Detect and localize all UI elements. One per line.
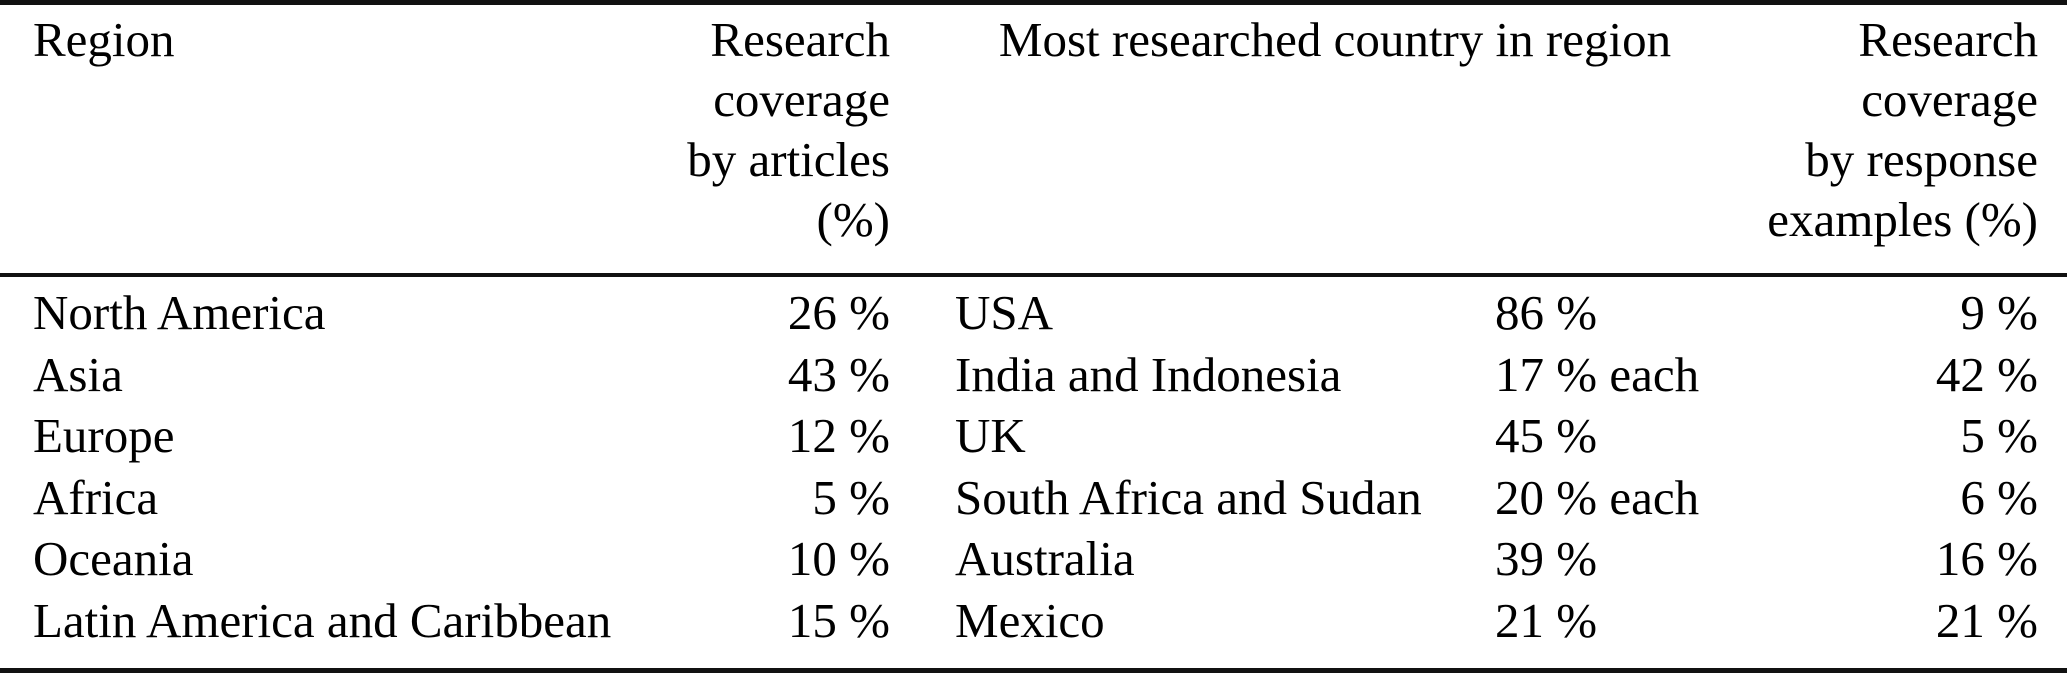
examples-coverage-cell: 6 %: [1960, 469, 2038, 525]
country-cell: UK: [955, 408, 1026, 463]
column-header-most-researched-country: Most researched country in region: [998, 12, 1672, 67]
country-cell: South Africa and Sudan: [955, 469, 1422, 525]
region-cell: Europe: [33, 408, 175, 463]
articles-coverage-cell: 43 %: [787, 346, 890, 402]
articles-coverage-cell: 12 %: [787, 408, 890, 463]
region-cell: Oceania: [33, 531, 194, 586]
country-share-cell: 20 % each: [1495, 469, 1700, 525]
examples-coverage-cell: 21 %: [1935, 592, 2038, 648]
header-line: (%): [816, 192, 890, 247]
table-header-rule: [0, 273, 2067, 277]
header-line: Research: [710, 12, 890, 67]
header-line: examples (%): [1767, 192, 2038, 247]
country-cell: India and Indonesia: [955, 346, 1342, 402]
table-row: Oceania 10 % Australia 39 % 16 %: [33, 528, 2038, 590]
header-line: Research: [1858, 12, 2038, 67]
table-row: North America 26 % USA 86 % 9 %: [33, 282, 2038, 344]
header-line: by response: [1805, 132, 2038, 187]
region-cell: Asia: [33, 346, 123, 402]
table-bottom-rule: [0, 668, 2067, 673]
articles-coverage-cell: 26 %: [787, 285, 890, 340]
table-row: Asia 43 % India and Indonesia 17 % each …: [33, 344, 2038, 406]
country-share-cell: 45 %: [1495, 408, 1598, 463]
country-share-cell: 17 % each: [1495, 346, 1700, 402]
articles-coverage-cell: 10 %: [787, 531, 890, 586]
examples-coverage-cell: 16 %: [1935, 531, 2038, 586]
region-cell: North America: [33, 285, 326, 340]
country-cell: USA: [955, 285, 1054, 340]
articles-coverage-cell: 5 %: [812, 469, 890, 525]
table-body: North America 26 % USA 86 % 9 % Asia 43 …: [0, 277, 2067, 668]
country-share-cell: 39 %: [1495, 531, 1598, 586]
region-cell: Africa: [33, 469, 159, 525]
table-header-row: Region Research coverage by articles (%)…: [0, 5, 2067, 273]
articles-coverage-cell: 15 %: [787, 592, 890, 648]
header-line: coverage: [713, 72, 890, 127]
column-header-articles-coverage: Research coverage by articles (%): [685, 10, 890, 250]
header-line: by articles: [687, 132, 890, 187]
table-row: Latin America and Caribbean 15 % Mexico …: [33, 590, 2038, 652]
country-cell: Mexico: [955, 592, 1105, 648]
examples-coverage-cell: 9 %: [1960, 285, 2038, 340]
country-cell: Australia: [955, 531, 1135, 586]
examples-coverage-cell: 42 %: [1935, 346, 2038, 402]
examples-coverage-cell: 5 %: [1960, 408, 2038, 463]
table-row: Europe 12 % UK 45 % 5 %: [33, 405, 2038, 467]
region-cell: Latin America and Caribbean: [33, 592, 612, 648]
table-row: Africa 5 % South Africa and Sudan 20 % e…: [33, 467, 2038, 529]
country-share-cell: 86 %: [1495, 285, 1598, 340]
header-line: coverage: [1861, 72, 2038, 127]
table-top-rule: [0, 0, 2067, 5]
country-share-cell: 21 %: [1495, 592, 1598, 648]
column-header-region: Region: [33, 12, 175, 67]
column-header-examples-coverage: Research coverage by response examples (…: [1715, 10, 2038, 250]
